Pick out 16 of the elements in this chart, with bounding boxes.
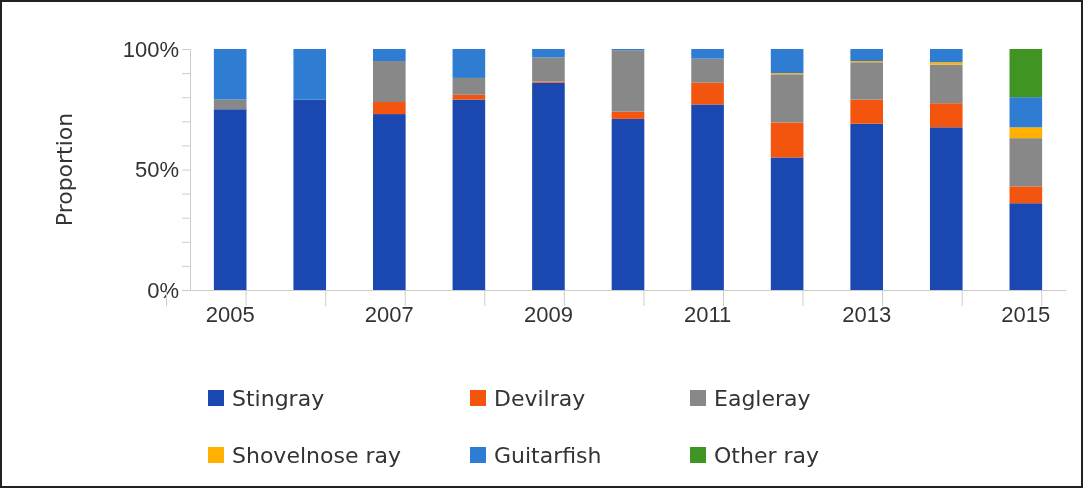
x-tick-label: 2005 [205,301,255,327]
legend-label: Eagleray [714,386,811,411]
y-tick-label: 100% [122,36,179,62]
y-axis-title: Proportion [52,112,77,227]
legend-label: Stingray [232,386,325,411]
y-tick-label: 0% [147,277,179,303]
legend-label: Other ray [714,443,820,468]
legend-label: Shovelnose ray [232,443,401,468]
x-tick-label: 2013 [842,301,892,327]
legend-label: Devilray [494,386,586,411]
x-tick-label: 2009 [523,301,573,327]
x-tick-label: 2015 [1001,301,1051,327]
legend-label: Guitarfish [494,443,602,468]
x-tick-label: 2007 [364,301,414,327]
y-tick-label: 50% [134,157,179,183]
x-tick-label: 2011 [683,301,732,327]
